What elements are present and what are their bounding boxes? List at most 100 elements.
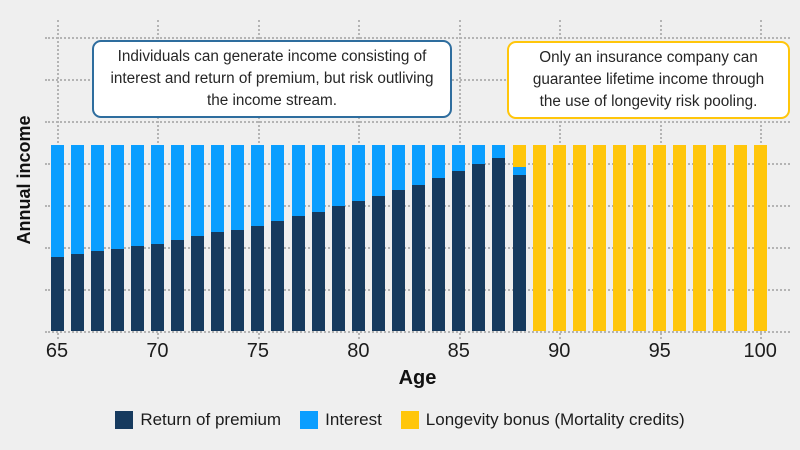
bar-segment-interest [392, 145, 406, 190]
bar-segment-interest [211, 145, 225, 233]
bar-segment-return [130, 246, 144, 331]
bar-segment-longevity [693, 145, 707, 331]
x-tick-label: 100 [743, 340, 777, 362]
x-tick-label: 95 [648, 340, 671, 362]
bar-segment-return [452, 171, 466, 331]
bar-segment-longevity [713, 145, 727, 331]
bar-age-97 [693, 145, 707, 331]
bar-age-93 [613, 145, 627, 331]
legend-item: Interest [300, 410, 382, 430]
bar-segment-interest [50, 145, 64, 257]
bar-segment-longevity [653, 145, 667, 331]
bar-segment-return [432, 178, 446, 331]
bar-age-65 [50, 145, 64, 331]
bar-segment-longevity [512, 145, 526, 168]
bar-segment-return [392, 189, 406, 331]
bar-segment-interest [90, 145, 104, 252]
bar-segment-return [512, 174, 526, 331]
bar-segment-longevity [733, 145, 747, 331]
chart-legend: Return of premium Interest Longevity bonus… [0, 410, 800, 430]
legend-item: Longevity bonus (Mortality credits) [400, 410, 685, 430]
gridline-horizontal [45, 331, 790, 333]
bar-segment-return [171, 239, 185, 331]
bar-segment-interest [432, 145, 446, 179]
legend-swatch [115, 411, 134, 429]
legend-swatch [300, 411, 319, 429]
x-tick-label: 80 [347, 340, 370, 362]
bar-age-95 [653, 145, 667, 331]
bar-age-67 [90, 145, 104, 331]
bar-age-84 [432, 145, 446, 331]
callout-insurance-text: Only an insurance company can guarantee … [532, 49, 765, 110]
bar-segment-longevity [673, 145, 687, 331]
bar-segment-longevity [572, 145, 586, 331]
bar-age-75 [251, 145, 265, 331]
bar-segment-return [191, 236, 205, 331]
x-tick-label: 70 [146, 340, 169, 362]
bar-segment-interest [331, 145, 345, 207]
bar-age-86 [472, 145, 486, 331]
bar-segment-return [311, 211, 325, 331]
bar-age-82 [392, 145, 406, 331]
bar-segment-return [211, 232, 225, 331]
bar-segment-return [412, 185, 426, 331]
bar-age-89 [532, 145, 546, 331]
bar-segment-longevity [552, 145, 566, 331]
bar-segment-longevity [532, 145, 546, 331]
bar-segment-interest [150, 145, 164, 244]
bar-segment-return [291, 215, 305, 331]
callout-individual-text: Individuals can generate income consisti… [110, 48, 434, 109]
bar-age-85 [452, 145, 466, 331]
bar-segment-interest [251, 145, 265, 226]
bar-segment-interest [271, 145, 285, 222]
bar-segment-return [251, 225, 265, 331]
bar-age-90 [552, 145, 566, 331]
x-tick-label: 75 [246, 340, 270, 362]
bar-segment-interest [311, 145, 325, 212]
y-axis-title: Annual income [14, 115, 34, 245]
bar-age-100 [753, 145, 767, 331]
bar-segment-interest [130, 145, 144, 247]
bar-segment-return [90, 251, 104, 331]
bar-segment-interest [171, 145, 185, 240]
bar-segment-return [271, 221, 285, 331]
x-tick-label: 85 [447, 340, 470, 362]
bar-age-87 [492, 145, 506, 331]
bar-segment-interest [452, 145, 466, 172]
bar-age-79 [331, 145, 345, 331]
bar-segment-return [150, 243, 164, 331]
bar-segment-interest [412, 145, 426, 185]
bar-segment-longevity [633, 145, 647, 331]
bar-segment-interest [512, 167, 526, 175]
bar-segment-return [331, 206, 345, 331]
bar-age-70 [150, 145, 164, 331]
gridline-horizontal [45, 37, 790, 39]
bar-segment-return [371, 196, 385, 331]
bar-segment-longevity [613, 145, 627, 331]
bar-age-72 [191, 145, 205, 331]
bar-age-94 [633, 145, 647, 331]
bar-segment-return [231, 229, 245, 331]
bar-segment-return [492, 158, 506, 331]
bar-age-76 [271, 145, 285, 331]
legend-label: Interest [325, 410, 382, 429]
bar-segment-interest [472, 145, 486, 164]
legend-item: Return of premium [115, 410, 281, 430]
bar-age-96 [673, 145, 687, 331]
bar-segment-return [70, 253, 84, 331]
x-tick-label: 65 [45, 340, 69, 362]
bar-age-99 [733, 145, 747, 331]
x-axis-title: Age [398, 367, 437, 389]
bar-segment-interest [70, 145, 84, 254]
bar-segment-interest [351, 145, 365, 201]
bar-segment-interest [110, 145, 124, 250]
callout-insurance-income: Only an insurance company can guarantee … [507, 41, 790, 119]
bar-age-77 [291, 145, 305, 331]
legend-label: Return of premium [140, 410, 282, 429]
bar-age-98 [713, 145, 727, 331]
bar-segment-return [110, 249, 124, 331]
bar-age-91 [572, 145, 586, 331]
bar-age-74 [231, 145, 245, 331]
bar-segment-return [351, 200, 365, 331]
bar-age-88 [512, 145, 526, 331]
